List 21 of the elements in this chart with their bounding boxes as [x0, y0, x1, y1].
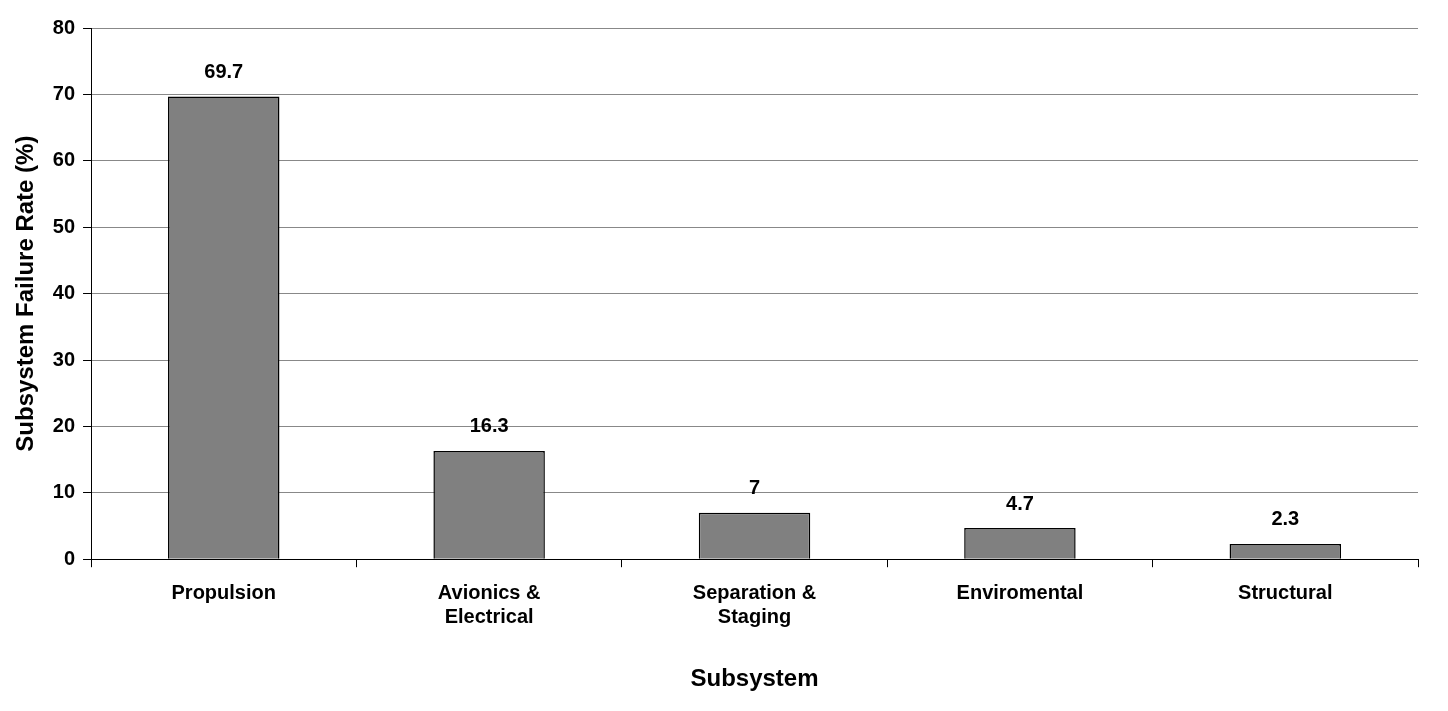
data-label: 7: [748, 476, 761, 499]
y-tick-label: 20: [52, 413, 76, 436]
x-tick-label: Avionics & Electrical: [437, 580, 541, 627]
y-tick-label: 60: [52, 148, 76, 171]
y-tick-label: 40: [52, 281, 76, 304]
data-label: 4.7: [1006, 491, 1034, 514]
data-label: 16.3: [469, 414, 509, 437]
y-tick-label: 30: [52, 347, 76, 370]
y-tick-label: 0: [63, 546, 76, 569]
y-tick-label: 50: [52, 214, 76, 237]
x-tick-label: Enviromental: [956, 580, 1084, 603]
x-tick-label: Separation & Staging: [692, 580, 817, 627]
y-tick-label: 70: [52, 81, 76, 104]
data-label: 69.7: [204, 59, 244, 82]
y-tick-label: 10: [52, 480, 76, 503]
x-tick-label: Structural: [1238, 580, 1333, 603]
data-label: 2.3: [1271, 507, 1300, 530]
x-tick-label: Propulsion: [171, 580, 276, 603]
x-axis-title: Subsystem: [690, 664, 819, 692]
y-axis-title: Subsystem Failure Rate (%): [11, 135, 39, 452]
y-tick-label: 80: [52, 15, 76, 38]
